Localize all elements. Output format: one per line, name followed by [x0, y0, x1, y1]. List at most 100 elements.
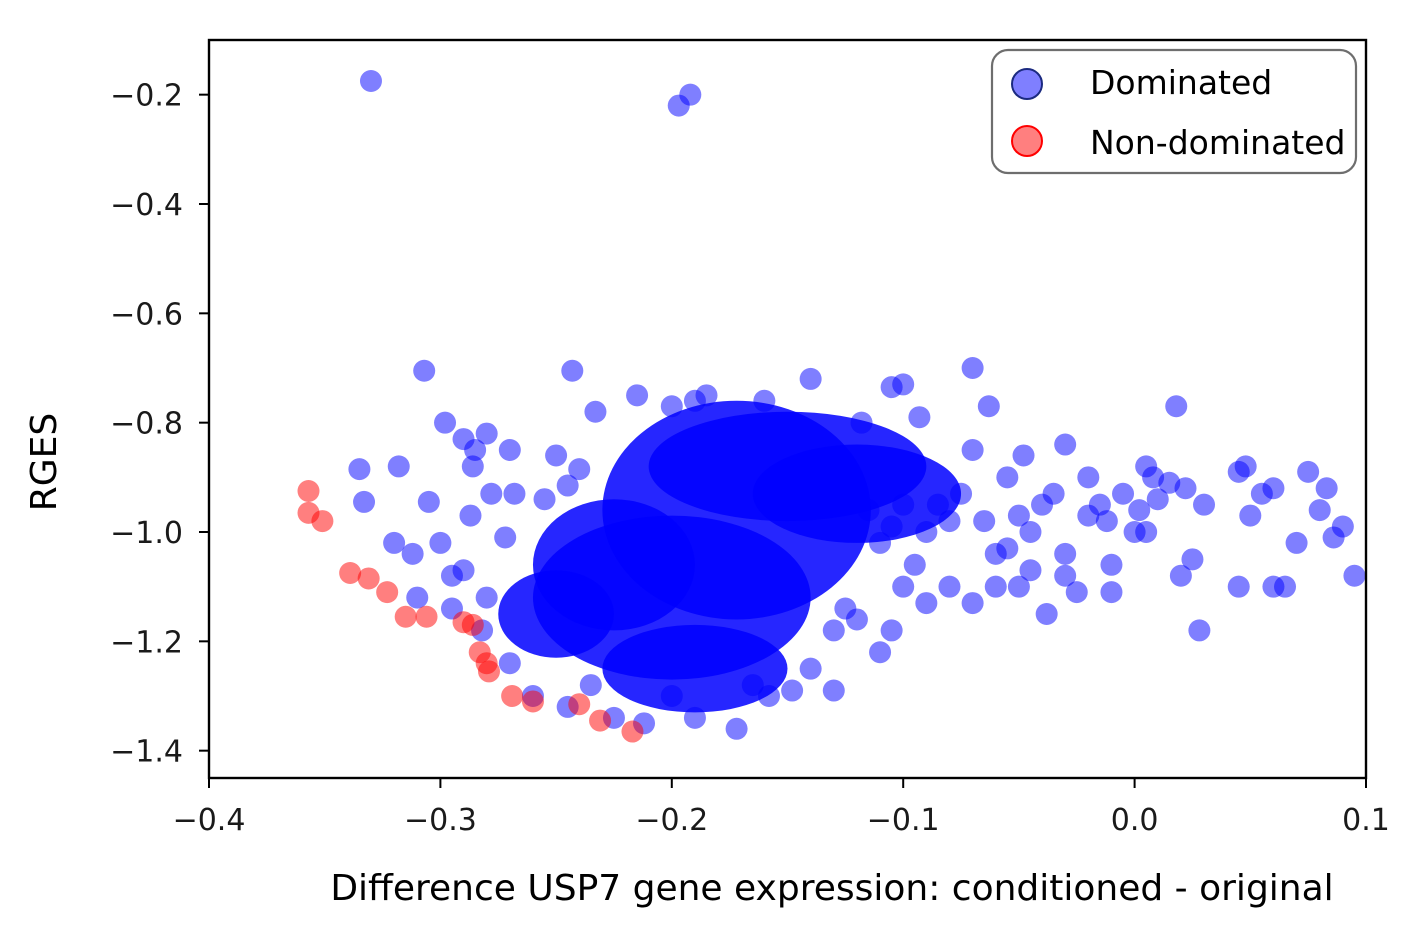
dense-cluster-region	[602, 624, 788, 713]
dominated-point	[1188, 619, 1211, 642]
x-tick-label: −0.1	[867, 803, 940, 838]
dominated-point	[1019, 521, 1042, 543]
dominated-point	[626, 384, 649, 407]
dominated-point	[1019, 559, 1042, 582]
dominated-point	[464, 439, 487, 461]
dominated-point	[461, 455, 484, 478]
dominated-point	[1331, 515, 1354, 538]
dominated-point	[556, 474, 579, 497]
dominated-point	[452, 559, 475, 582]
dominated-point	[533, 488, 556, 511]
dominated-point	[498, 439, 521, 461]
dominated-point	[1077, 504, 1100, 527]
dominated-point	[984, 542, 1007, 565]
dominated-point	[1007, 575, 1030, 598]
x-tick-label: 0.1	[1342, 803, 1390, 838]
dominated-point	[1169, 564, 1192, 587]
dominated-point	[850, 411, 873, 434]
dominated-point	[1012, 444, 1035, 467]
dominated-point	[892, 493, 915, 516]
dominated-point	[561, 359, 584, 382]
dominated-point	[869, 641, 892, 664]
dominated-point	[892, 373, 915, 396]
dominated-point	[401, 542, 424, 565]
dominated-point	[1274, 575, 1297, 598]
dominated-point	[799, 657, 822, 680]
dominated-point	[961, 439, 984, 461]
dominated-point	[359, 70, 382, 92]
dominated-point	[938, 510, 961, 533]
dominated-point	[1158, 471, 1181, 494]
dominated-point	[1234, 455, 1257, 478]
x-tick-label: −0.3	[404, 803, 477, 838]
dominated-point	[503, 482, 526, 505]
dominated-point	[1315, 477, 1338, 500]
dominated-point	[781, 679, 804, 702]
non-dominated-point	[376, 581, 399, 604]
dominated-point	[348, 458, 371, 481]
x-axis-title: Difference USP7 gene expression: conditi…	[330, 868, 1333, 909]
dominated-point	[903, 553, 926, 576]
dominated-point	[757, 685, 780, 707]
dominated-point	[938, 575, 961, 598]
dominated-point	[1146, 488, 1169, 511]
dominated-point	[1054, 542, 1077, 565]
legend-label-dominated: Dominated	[1090, 63, 1272, 102]
non-dominated-point	[339, 562, 362, 584]
dominated-point	[545, 444, 568, 467]
non-dominated-point	[521, 690, 544, 713]
dominated-point	[353, 490, 376, 513]
dominated-point	[584, 400, 607, 423]
dominated-point	[880, 515, 903, 538]
dominated-point	[406, 586, 429, 609]
dominated-point	[961, 592, 984, 615]
legend: Dominated Non-dominated	[990, 48, 1358, 175]
dominated-point	[822, 619, 845, 642]
x-tick-label: −0.4	[173, 803, 246, 838]
dominated-point	[1308, 499, 1331, 522]
y-tick-label: −1.2	[110, 625, 183, 660]
dominated-point	[1262, 477, 1285, 500]
dominated-point	[799, 367, 822, 390]
non-dominated-point	[501, 685, 524, 707]
dominated-point	[908, 406, 931, 429]
dominated-point	[429, 531, 452, 554]
legend-box	[990, 48, 1358, 175]
non-dominated-point	[461, 613, 484, 636]
dominated-point	[1227, 575, 1250, 598]
dominated-point	[475, 586, 498, 609]
non-dominated-point	[589, 709, 612, 732]
dense-cluster-region	[752, 444, 962, 543]
dominated-point	[568, 458, 591, 481]
dominated-point	[1239, 504, 1262, 527]
dominated-point	[1112, 482, 1135, 505]
dominated-point	[1128, 499, 1151, 522]
dominated-point	[996, 466, 1019, 489]
dominated-point	[1065, 581, 1088, 604]
non-dominated-point	[415, 605, 438, 628]
points-layer	[297, 70, 1366, 743]
dominated-point	[1343, 564, 1366, 587]
dominated-point	[1135, 521, 1158, 543]
dominated-point	[660, 395, 683, 418]
non-dominated-point	[297, 480, 320, 502]
dominated-point	[1095, 510, 1118, 533]
y-tick-label: −1.0	[110, 516, 183, 551]
dominated-point	[973, 510, 996, 533]
y-axis-title: RGES	[24, 413, 65, 512]
dominated-point	[880, 619, 903, 642]
x-tick-label: −0.2	[635, 803, 708, 838]
dominated-point	[413, 359, 436, 382]
legend-marker-non-dominated	[1011, 125, 1043, 157]
dominated-point	[695, 384, 718, 407]
dominated-point	[1042, 482, 1065, 505]
dominated-point	[494, 526, 517, 549]
y-tick-label: −1.4	[110, 735, 183, 770]
y-tick-label: −0.4	[110, 188, 183, 223]
dominated-point	[1100, 581, 1123, 604]
dominated-point	[834, 597, 857, 620]
dominated-point	[417, 490, 440, 513]
dominated-point	[480, 482, 503, 505]
dominated-point	[1054, 433, 1077, 456]
non-dominated-point	[357, 567, 380, 590]
